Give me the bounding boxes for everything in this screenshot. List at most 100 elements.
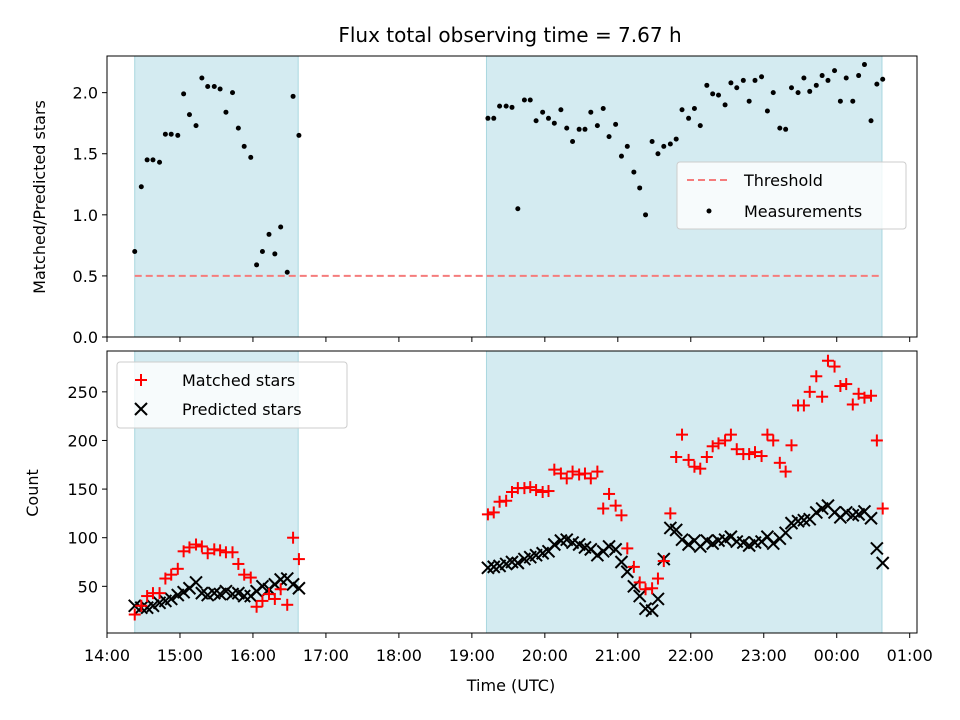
measurement-point — [235, 125, 241, 131]
x-tick-label: 18:00 — [376, 646, 422, 665]
predicted-marker-stroke — [608, 542, 623, 557]
matched-star-point — [232, 557, 245, 570]
matched-star-point — [719, 434, 732, 447]
predicted-marker-stroke — [189, 575, 203, 590]
predicted-marker-stroke — [809, 505, 824, 520]
matched-star-point — [487, 506, 500, 519]
predicted-marker-stroke — [700, 533, 714, 548]
predicted-star-point — [219, 584, 233, 598]
measurement-point — [259, 248, 265, 254]
measurement-point — [837, 98, 843, 104]
measurement-point — [746, 98, 752, 104]
measurement-point — [764, 108, 770, 114]
predicted-star-point — [547, 537, 562, 552]
predicted-marker-stroke — [736, 535, 751, 550]
measurement-point — [600, 106, 606, 112]
legend-threshold-label: Threshold — [743, 171, 823, 190]
measurement-point — [491, 115, 497, 121]
measurement-point — [643, 212, 649, 218]
matched-star-point — [651, 572, 664, 585]
matched-star-point — [773, 456, 786, 469]
measurement-point — [783, 126, 789, 132]
measurement-point — [521, 97, 527, 103]
matched-star-point — [560, 472, 573, 485]
predicted-marker-stroke — [821, 498, 835, 513]
count-panel: 14:00 15:00 16:00 17:00 18:00 19:00 20:00 21:00… — [23, 350, 933, 695]
matched-star-point — [238, 568, 251, 581]
measurement-point — [150, 157, 156, 163]
measurement-point — [813, 82, 819, 88]
measurement-point — [697, 123, 703, 129]
measurement-point — [759, 74, 765, 80]
matched-star-point — [195, 540, 208, 553]
matched-star-point — [481, 508, 494, 521]
measurement-point — [527, 97, 533, 103]
x-tick-label: 01:00 — [887, 646, 933, 665]
measurement-point — [205, 84, 211, 90]
matched-star-point — [524, 481, 537, 494]
predicted-marker-stroke — [578, 540, 592, 555]
matched-star-point — [500, 494, 513, 507]
measurement-point — [266, 231, 272, 237]
predicted-star-point — [766, 536, 780, 551]
predicted-marker-stroke — [146, 599, 160, 613]
matched-star-point — [828, 360, 841, 373]
matched-star-point — [633, 576, 646, 589]
x-tick-label: 22:00 — [668, 646, 714, 665]
matched-star-point — [183, 541, 196, 554]
predicted-star-point — [255, 579, 270, 594]
measurement-point — [868, 118, 874, 124]
matched-star-point — [840, 378, 853, 391]
predicted-marker-stroke — [176, 585, 191, 599]
measurement-point — [199, 75, 205, 81]
matched-star-point — [767, 434, 780, 447]
count-y-axis-label: Count — [23, 469, 42, 517]
measurement-point — [667, 141, 673, 147]
predicted-marker-stroke — [602, 539, 616, 554]
measurement-point — [832, 68, 838, 74]
measurement-point — [175, 132, 181, 138]
matched-star-point — [244, 571, 257, 584]
figure-title: Flux total observing time = 7.67 h — [338, 23, 681, 47]
legend-measurement-swatch — [706, 208, 712, 214]
measurement-point — [673, 136, 679, 142]
predicted-star-point — [176, 585, 191, 599]
measurement-point — [819, 73, 825, 79]
predicted-star-point — [809, 505, 824, 520]
matched-star-point — [609, 499, 622, 512]
matched-star-point — [287, 531, 300, 544]
matched-star-point — [597, 502, 610, 515]
measurement-point — [795, 90, 801, 96]
measurement-point — [138, 184, 144, 190]
predicted-marker-stroke — [614, 555, 629, 569]
predicted-marker-stroke — [730, 534, 744, 549]
predicted-marker-stroke — [766, 536, 780, 551]
predicted-marker-stroke — [219, 584, 233, 598]
predicted-marker-stroke — [645, 603, 659, 618]
ratio-y-tick-label: 1.5 — [73, 145, 98, 164]
measurement-point — [606, 134, 612, 140]
predicted-star-point — [292, 581, 306, 595]
measurement-point — [509, 104, 515, 110]
measurement-point — [540, 109, 546, 115]
x-tick-label: 21:00 — [595, 646, 641, 665]
matched-star-point — [810, 370, 823, 383]
measurement-point — [503, 103, 509, 109]
measurement-point — [248, 154, 254, 160]
matched-star-point — [530, 484, 543, 497]
ratio-y-axis-label: Matched/Predicted stars — [30, 100, 49, 294]
matched-star-point — [846, 398, 859, 411]
ratio-panel: 0.00.51.01.52.0 Matched/Predicted stars … — [30, 55, 918, 347]
measurement-point — [874, 81, 880, 87]
predicted-marker-stroke — [547, 537, 562, 552]
measurement-point — [272, 251, 278, 257]
predicted-star-point — [608, 542, 623, 557]
count-panel-frame — [106, 350, 918, 634]
measurement-point — [752, 77, 758, 83]
predicted-marker-stroke — [572, 537, 586, 552]
matched-star-point — [135, 599, 148, 612]
predicted-marker-stroke — [565, 535, 580, 550]
predicted-star-point — [875, 556, 890, 570]
predicted-star-point — [164, 592, 178, 606]
matched-star-point — [785, 439, 798, 452]
